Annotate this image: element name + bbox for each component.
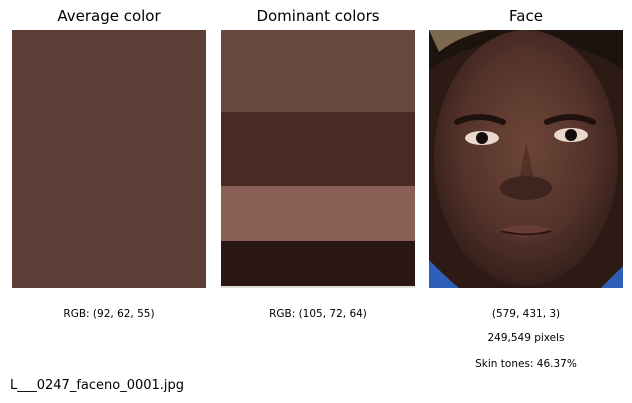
face-image <box>429 30 623 288</box>
face-pixel-count: 249,549 pixels <box>487 332 565 344</box>
average-color-title: Average color <box>57 7 161 25</box>
dominant-color-band <box>221 241 415 286</box>
dominant-color-band <box>221 30 415 112</box>
average-color-rgb: RGB: (92, 62, 55) <box>63 308 155 320</box>
dominant-colors-rgb: RGB: (105, 72, 64) <box>269 308 367 320</box>
dominant-colors-swatch <box>221 30 415 288</box>
face-skin-tones: Skin tones: 46.37% <box>475 358 577 370</box>
dominant-color-band <box>221 111 415 187</box>
face-dimensions: (579, 431, 3) <box>491 308 561 320</box>
face-title: Face <box>509 7 543 25</box>
dominant-color-band <box>221 186 415 242</box>
source-filename: L___0247_faceno_0001.jpg <box>10 378 185 393</box>
average-color-swatch <box>12 30 206 288</box>
dominant-colors-title: Dominant colors <box>256 7 380 25</box>
